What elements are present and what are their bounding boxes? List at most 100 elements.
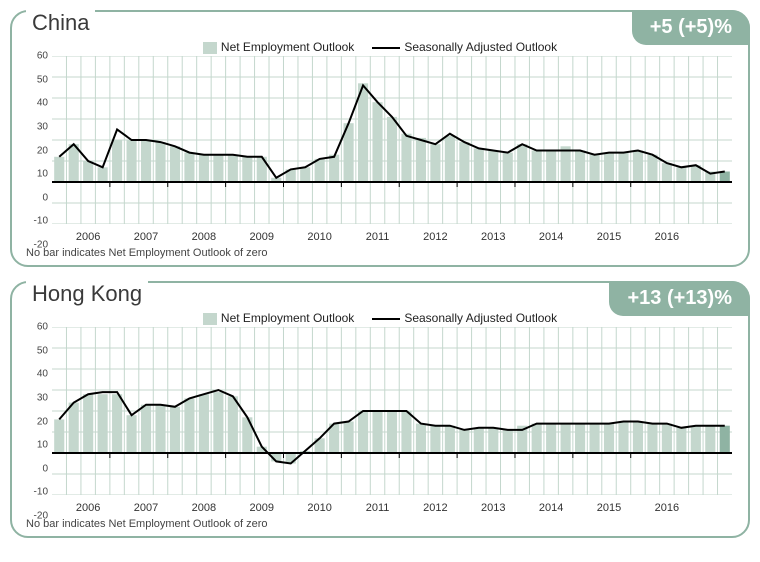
bar bbox=[546, 424, 556, 453]
bar bbox=[430, 426, 440, 453]
y-tick-label: 30 bbox=[37, 121, 48, 132]
x-tick-label: 2012 bbox=[423, 231, 447, 243]
bar bbox=[676, 428, 686, 453]
bar bbox=[416, 138, 426, 182]
plot bbox=[52, 327, 732, 495]
x-tick-label: 2007 bbox=[134, 231, 158, 243]
bar bbox=[488, 428, 498, 453]
bar bbox=[83, 161, 93, 182]
footnote: No bar indicates Net Employment Outlook … bbox=[26, 518, 736, 530]
bar bbox=[98, 167, 108, 182]
x-tick-label: 2009 bbox=[250, 502, 274, 514]
bar bbox=[213, 392, 223, 453]
bar bbox=[228, 155, 238, 182]
y-tick-label: 50 bbox=[37, 345, 48, 356]
legend-swatch-bar bbox=[203, 313, 217, 325]
chart-panel: Hong Kong+13 (+13)%Net Employment Outloo… bbox=[10, 281, 750, 538]
bar bbox=[445, 136, 455, 182]
bar bbox=[401, 411, 411, 453]
bar bbox=[720, 172, 730, 183]
bar bbox=[387, 117, 397, 182]
x-tick-label: 2014 bbox=[539, 231, 563, 243]
bar bbox=[155, 142, 165, 182]
bar bbox=[286, 453, 296, 464]
y-tick-label: 40 bbox=[37, 98, 48, 109]
bar bbox=[517, 144, 527, 182]
bar bbox=[705, 426, 715, 453]
bar bbox=[315, 159, 325, 182]
legend-swatch-bar bbox=[203, 42, 217, 54]
bar bbox=[503, 430, 513, 453]
bar bbox=[720, 426, 730, 453]
bar bbox=[329, 155, 339, 182]
bar bbox=[647, 155, 657, 182]
y-tick-label: 60 bbox=[37, 322, 48, 333]
x-tick-label: 2015 bbox=[597, 231, 621, 243]
bar bbox=[474, 148, 484, 182]
bar bbox=[54, 419, 64, 453]
x-tick-label: 2011 bbox=[366, 231, 390, 243]
bar bbox=[401, 134, 411, 182]
bar bbox=[561, 146, 571, 182]
bar bbox=[387, 411, 397, 453]
x-axis-labels: 2006200720082009201020112012201320142015… bbox=[52, 231, 732, 245]
y-tick-label: 0 bbox=[42, 192, 48, 203]
y-tick-label: 20 bbox=[37, 416, 48, 427]
bar bbox=[358, 83, 368, 182]
bar bbox=[54, 157, 64, 182]
legend-label-line: Seasonally Adjusted Outlook bbox=[404, 311, 557, 325]
bar bbox=[69, 144, 79, 182]
bar bbox=[83, 394, 93, 453]
legend-label-line: Seasonally Adjusted Outlook bbox=[404, 40, 557, 54]
bar bbox=[184, 398, 194, 453]
bar bbox=[141, 405, 151, 453]
x-tick-label: 2013 bbox=[481, 502, 505, 514]
x-tick-label: 2006 bbox=[76, 502, 100, 514]
x-tick-label: 2008 bbox=[192, 231, 216, 243]
bar bbox=[170, 407, 180, 453]
legend-label-bar: Net Employment Outlook bbox=[221, 40, 354, 54]
bar bbox=[372, 102, 382, 182]
panel-title: Hong Kong bbox=[26, 281, 148, 307]
bar bbox=[589, 424, 599, 453]
bar bbox=[184, 153, 194, 182]
bar bbox=[503, 153, 513, 182]
y-tick-label: 20 bbox=[37, 145, 48, 156]
bar bbox=[170, 146, 180, 182]
bar bbox=[199, 155, 209, 182]
y-tick-label: 10 bbox=[37, 440, 48, 451]
x-tick-label: 2014 bbox=[539, 502, 563, 514]
bar bbox=[604, 153, 614, 182]
bar bbox=[416, 424, 426, 453]
y-tick-label: 30 bbox=[37, 392, 48, 403]
bar bbox=[155, 405, 165, 453]
x-tick-label: 2010 bbox=[307, 231, 331, 243]
bar bbox=[546, 151, 556, 183]
x-tick-label: 2007 bbox=[134, 502, 158, 514]
bar bbox=[112, 394, 122, 453]
x-tick-label: 2013 bbox=[481, 231, 505, 243]
bar bbox=[141, 140, 151, 182]
bar bbox=[228, 396, 238, 453]
footnote: No bar indicates Net Employment Outlook … bbox=[26, 247, 736, 259]
panel-title: China bbox=[26, 10, 95, 36]
x-tick-label: 2016 bbox=[655, 502, 679, 514]
chart-area: 6050403020100-10-20200620072008200920102… bbox=[52, 327, 732, 516]
y-tick-label: -20 bbox=[34, 511, 48, 522]
bar bbox=[344, 422, 354, 454]
bar bbox=[242, 157, 252, 182]
bar bbox=[589, 155, 599, 182]
bar bbox=[604, 424, 614, 453]
y-tick-label: -10 bbox=[34, 487, 48, 498]
chart-area: 6050403020100-10-20200620072008200920102… bbox=[52, 56, 732, 245]
chart-panel: China+5 (+5)%Net Employment OutlookSeaso… bbox=[10, 10, 750, 267]
y-tick-label: 10 bbox=[37, 169, 48, 180]
y-tick-label: -20 bbox=[34, 240, 48, 251]
bar bbox=[575, 424, 585, 453]
bar bbox=[127, 140, 137, 182]
bar bbox=[199, 394, 209, 453]
y-axis-labels: 6050403020100-10-20 bbox=[24, 327, 50, 516]
x-tick-label: 2010 bbox=[307, 502, 331, 514]
bar bbox=[691, 426, 701, 453]
bar bbox=[575, 151, 585, 183]
